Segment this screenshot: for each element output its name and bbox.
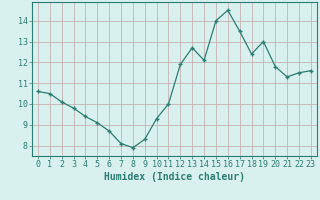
X-axis label: Humidex (Indice chaleur): Humidex (Indice chaleur) xyxy=(104,172,245,182)
